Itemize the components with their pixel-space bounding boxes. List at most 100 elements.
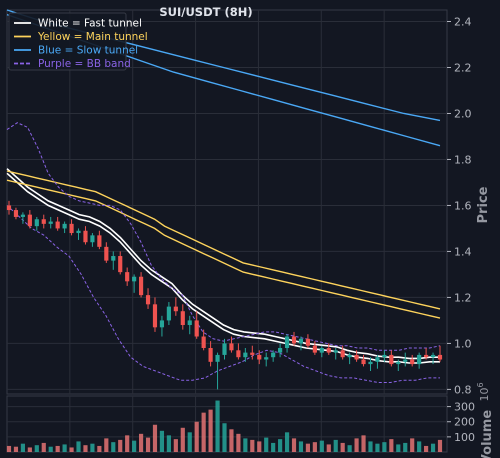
volume-bar (424, 445, 429, 452)
candle-body (354, 354, 359, 360)
candle-body (382, 354, 387, 358)
price-grid (7, 10, 447, 394)
volume-bar (27, 447, 32, 452)
price-tick-label: 2.0 (454, 107, 472, 120)
volume-axis-label: Volume (480, 410, 495, 458)
volume-bar (236, 433, 241, 452)
candle-body (298, 338, 304, 344)
candle-body (291, 336, 297, 344)
candle-body (403, 359, 408, 362)
volume-tick-label: 300 (454, 401, 475, 414)
volume-bar (410, 438, 415, 452)
price-tick-label: 1.6 (454, 199, 472, 212)
candle-body (62, 223, 67, 229)
candle-body (111, 256, 116, 261)
candle-body (180, 311, 185, 326)
legend-label: White = Fast tunnel (38, 18, 142, 30)
volume-bar (69, 447, 74, 452)
volume-bar (361, 435, 366, 452)
candle-body (152, 304, 158, 328)
candle-body (34, 219, 39, 227)
candle-body (201, 336, 206, 349)
volume-bar (138, 433, 144, 452)
volume-bar (291, 438, 297, 452)
candle-body (361, 359, 366, 365)
candle-body (159, 320, 165, 328)
volume-exponent-base: 10 (478, 388, 491, 402)
candle-body (6, 205, 12, 211)
volume-bar (229, 429, 234, 452)
volume-bar (326, 444, 331, 452)
price-tick-label: 1.8 (454, 153, 472, 166)
candle-body (347, 354, 352, 358)
candle-body (389, 354, 394, 365)
volume-bar (257, 441, 262, 452)
series-line (6, 168, 440, 360)
volume-exponent-power: 6 (476, 382, 485, 387)
series-line (6, 122, 441, 351)
volume-tick-label: 200 (454, 416, 475, 429)
volume-bar (187, 432, 192, 452)
candle-body (271, 352, 276, 358)
price-tick-label: 1.0 (454, 337, 472, 350)
volume-bar (55, 445, 60, 452)
candle-body (145, 295, 151, 305)
volume-bar (125, 435, 130, 452)
volume-bar (194, 421, 199, 452)
candle-body (69, 223, 74, 234)
candle-body (284, 336, 290, 349)
candle-body (264, 357, 269, 360)
price-y-axis: 2.4 2.2 2.0 1.8 1.6 1.4 1.2 1.0 0.8 (447, 15, 472, 396)
candle-body (55, 221, 60, 229)
candle-body (166, 306, 171, 321)
volume-bar (243, 438, 248, 452)
volume-bar (298, 441, 304, 452)
volume-bar (278, 439, 283, 452)
legend-label: Yellow = Main tunnel (37, 31, 148, 43)
candle-body (417, 354, 422, 365)
candle-body (138, 276, 144, 296)
candle-body (368, 361, 373, 365)
volume-bar (222, 423, 227, 452)
volume-bar (333, 439, 338, 452)
candle-body (340, 350, 345, 358)
volume-bar (111, 442, 116, 452)
volume-bar (284, 432, 290, 452)
volume-bar (417, 441, 422, 452)
volume-bar (132, 440, 137, 452)
candle-body (187, 320, 192, 326)
candle-body (222, 343, 227, 355)
volume-pane (6, 395, 448, 453)
candle-body (27, 214, 32, 227)
candle-body (118, 256, 123, 273)
legend-label: Purple = BB band (38, 58, 131, 70)
candle-body (250, 352, 255, 355)
volume-bar (104, 438, 109, 452)
volume-bar (34, 445, 39, 452)
volume-bar (250, 439, 255, 452)
candle-body (229, 343, 234, 351)
candle-body (125, 272, 130, 282)
price-tick-label: 0.8 (454, 383, 472, 396)
volume-bar (166, 435, 171, 452)
price-pane (6, 9, 448, 395)
volume-y-axis: 300 200 100 (447, 401, 475, 444)
candle-body (76, 230, 81, 234)
candle-body (208, 348, 213, 362)
volume-bar (375, 443, 380, 452)
price-axis-label: Price (476, 186, 491, 223)
candle-body (90, 235, 95, 243)
candle-body (41, 219, 46, 224)
candle-body (104, 246, 109, 261)
volume-bar (396, 444, 401, 452)
candle-body (410, 359, 415, 365)
candle-body (236, 350, 241, 358)
candle-body (333, 350, 338, 353)
candle-body (278, 348, 283, 353)
volume-bar (152, 424, 158, 452)
price-tick-label: 1.2 (454, 291, 472, 304)
candle-body (13, 210, 19, 217)
volume-bar (430, 443, 436, 452)
